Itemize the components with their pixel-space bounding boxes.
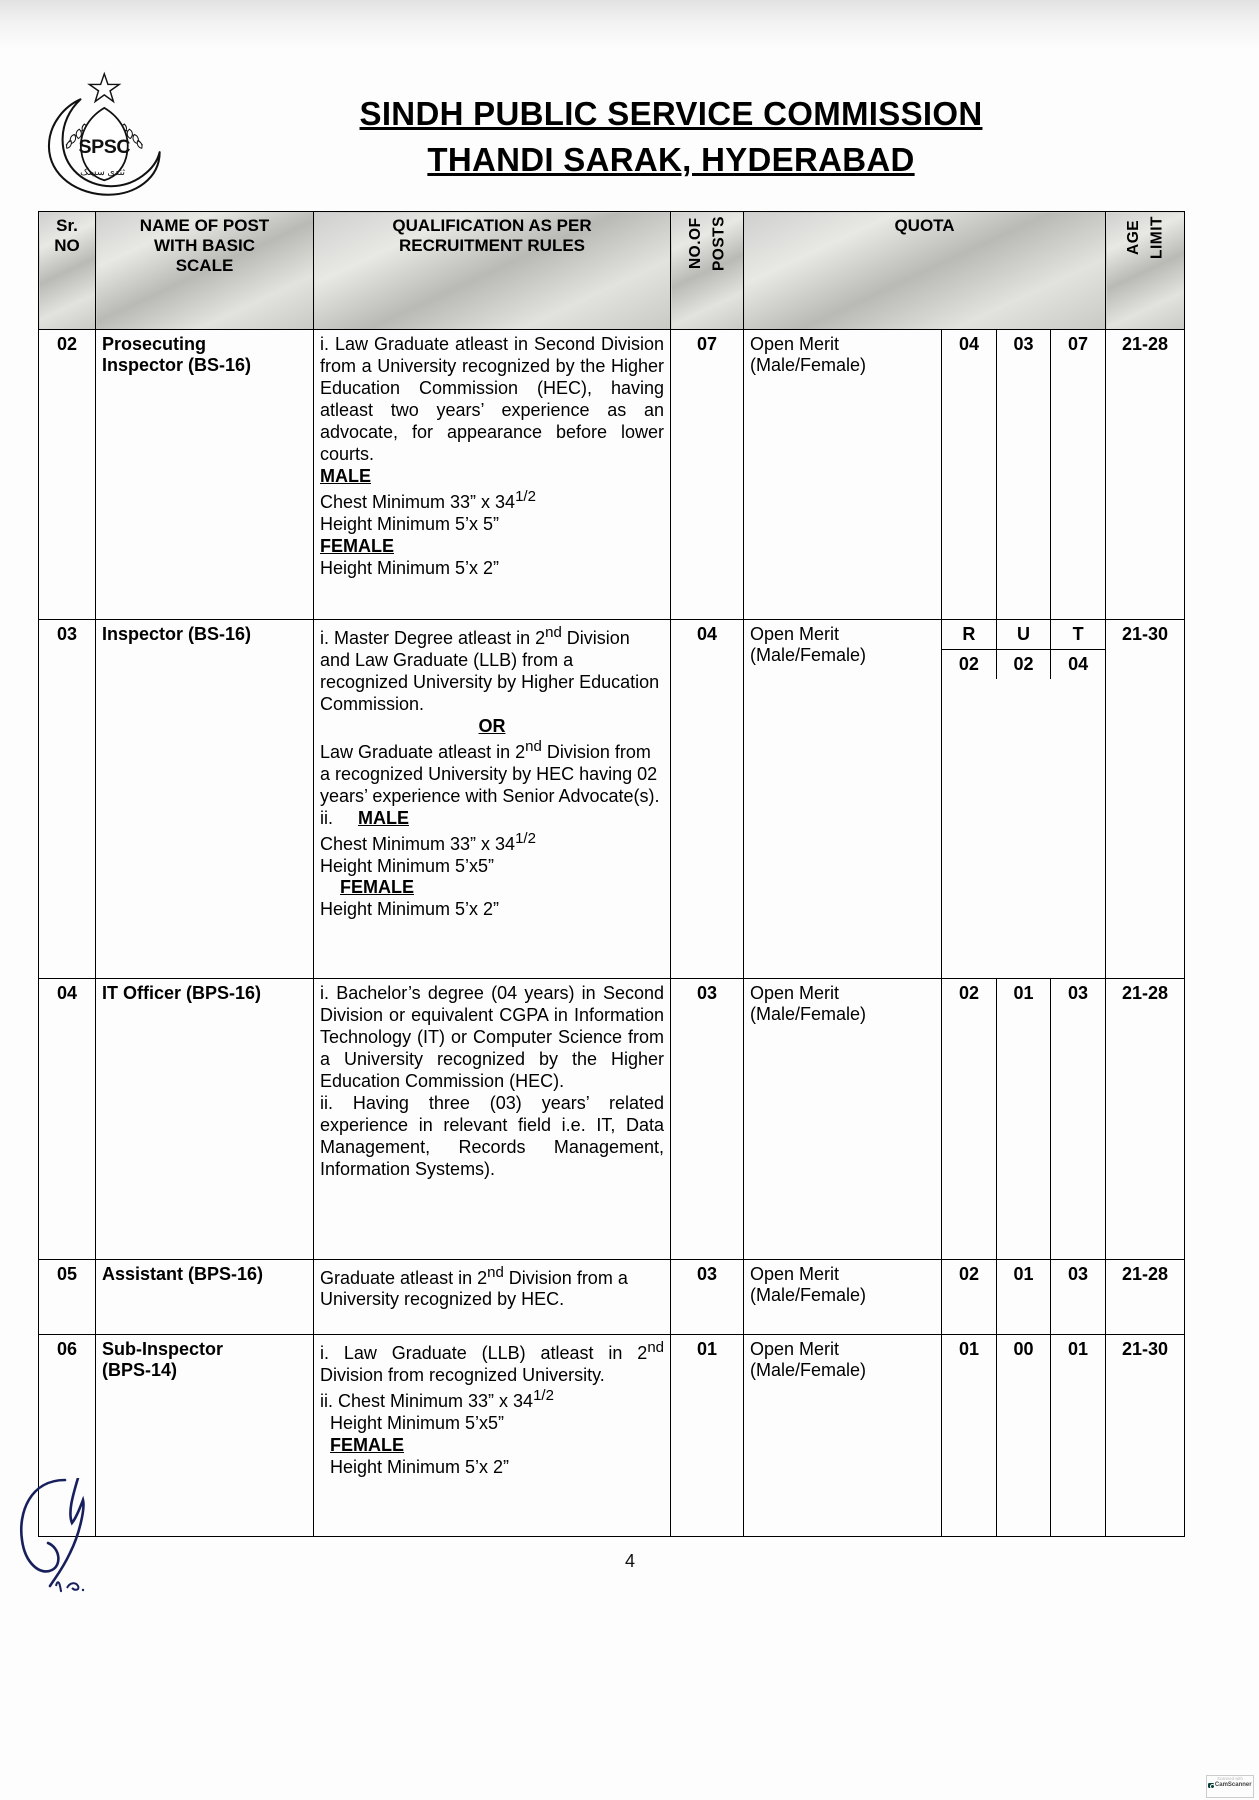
svg-text:ثندی سڛک: ثندی سڛک	[80, 167, 125, 178]
svg-text:SPSC: SPSC	[78, 136, 130, 158]
